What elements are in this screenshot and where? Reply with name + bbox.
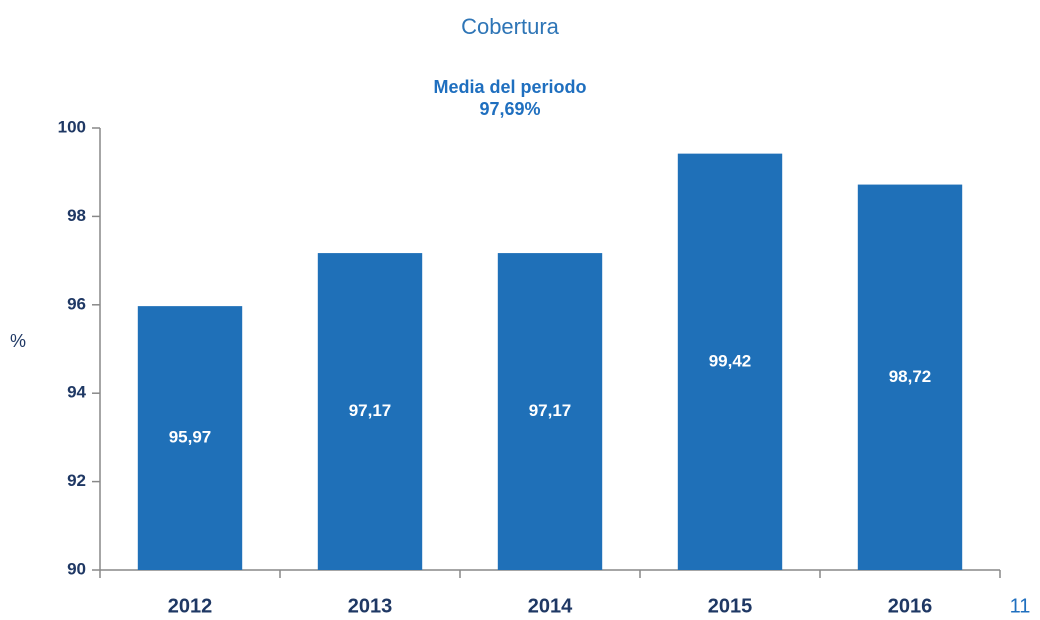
x-tick-label: 2016 xyxy=(888,595,933,617)
x-tick-label: 2014 xyxy=(528,595,573,617)
x-tick-label: 2012 xyxy=(168,595,213,617)
y-tick-label: 90 xyxy=(67,559,86,578)
bar xyxy=(677,153,783,571)
y-tick-label: 92 xyxy=(67,471,86,490)
chart-title: Cobertura xyxy=(461,14,560,39)
value-label: 97,17 xyxy=(349,401,392,420)
y-axis-label: % xyxy=(10,331,26,351)
chart-annotation: 97,69% xyxy=(479,99,540,119)
y-tick-label: 94 xyxy=(67,383,86,402)
value-label: 97,17 xyxy=(529,401,572,420)
bar xyxy=(857,184,963,571)
value-label: 99,42 xyxy=(709,351,752,370)
bar xyxy=(497,253,603,570)
value-label: 98,72 xyxy=(889,367,932,386)
y-tick-label: 100 xyxy=(58,117,86,136)
x-tick-label: 2013 xyxy=(348,595,393,617)
page-number: 11 xyxy=(1010,595,1031,617)
bar xyxy=(317,253,423,570)
chart-subtitle: Media del periodo xyxy=(433,77,586,97)
value-label: 95,97 xyxy=(169,428,212,447)
y-tick-label: 96 xyxy=(67,294,86,313)
x-tick-label: 2015 xyxy=(708,595,753,617)
bar xyxy=(137,306,243,570)
y-tick-label: 98 xyxy=(67,206,86,225)
